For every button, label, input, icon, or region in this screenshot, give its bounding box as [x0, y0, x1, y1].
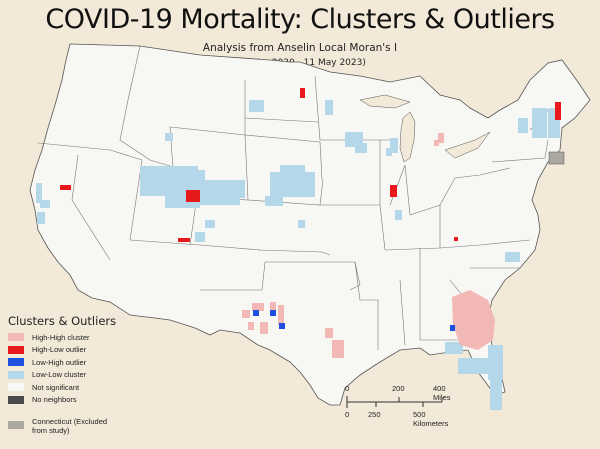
connecticut-excluded	[548, 151, 565, 165]
state-borders	[37, 45, 556, 350]
low-low-swatch	[8, 370, 24, 379]
legend-item-connecticut: Connecticut (Excluded from study)	[8, 417, 112, 435]
legend-item-high-high: High-High cluster	[8, 331, 133, 344]
legend: Clusters & Outliers High-High cluster Hi…	[8, 314, 133, 406]
legend-item-high-low: High-Low outlier	[8, 344, 133, 357]
legend-item-low-low: Low-Low cluster	[8, 369, 133, 382]
lake-superior	[359, 94, 411, 109]
map-subtitle: Analysis from Anselin Local Moran's I	[202, 42, 398, 54]
legend-item-low-high: Low-High outlier	[8, 356, 133, 369]
no-neighbors-swatch	[8, 395, 24, 404]
high-low-outliers	[60, 88, 561, 242]
high-high-swatch	[8, 333, 24, 342]
low-high-outliers	[253, 310, 455, 331]
map-title: COVID-19 Mortality: Clusters & Outliers	[45, 4, 555, 35]
connecticut-swatch	[8, 421, 24, 429]
legend-item-no-neighbors: No neighbors	[8, 394, 133, 407]
legend-title: Clusters & Outliers	[8, 314, 117, 328]
low-high-swatch	[8, 358, 24, 367]
lake-michigan	[399, 111, 416, 163]
low-low-clusters	[36, 100, 560, 410]
scale-bar: 0 200 400 Miles 0 250 500 Kilometers	[340, 384, 460, 428]
legend-item-not-significant: Not significant	[8, 381, 133, 394]
lake-erie	[444, 131, 491, 159]
not-significant-swatch	[8, 383, 24, 392]
high-low-swatch	[8, 345, 24, 354]
high-high-clusters	[242, 133, 495, 358]
scale-bar-line	[346, 396, 443, 408]
